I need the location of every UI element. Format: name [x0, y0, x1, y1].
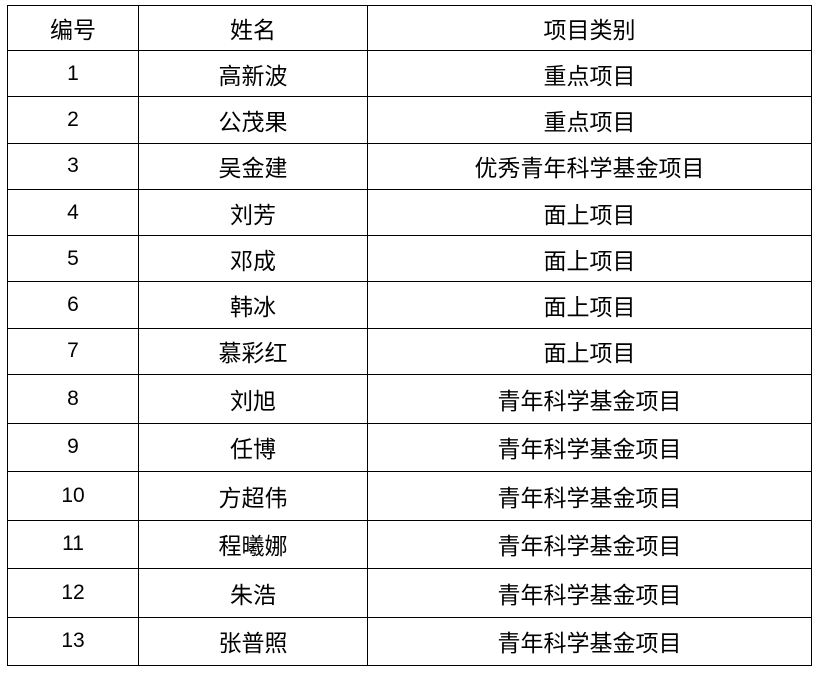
- category-cell: 面上项目: [367, 281, 812, 329]
- table-row: 5 邓成 面上项目: [7, 235, 812, 283]
- category-cell: 重点项目: [367, 49, 812, 98]
- table-row: 2 公茂果 重点项目: [7, 96, 812, 144]
- table-row: 8 刘旭 青年科学基金项目: [7, 374, 812, 424]
- number-cell: 9: [7, 422, 139, 473]
- name-cell: 刘芳: [138, 188, 368, 237]
- name-cell: 方超伟: [138, 471, 368, 521]
- name-cell: 任博: [138, 422, 368, 473]
- name-cell: 刘旭: [138, 374, 368, 424]
- header-number: 编号: [7, 5, 139, 51]
- project-table: 编号 姓名 项目类别 1 高新波 重点项目 2 公茂果 重点项目 3 吴金建 优秀青年科学基金项…: [7, 5, 812, 667]
- header-row: 编号 姓名 项目类别: [7, 5, 812, 51]
- number-cell: 4: [7, 188, 139, 237]
- table-row: 13 张普照 青年科学基金项目: [7, 616, 812, 667]
- table-row: 10 方超伟 青年科学基金项目: [7, 471, 812, 521]
- table-row: 3 吴金建 优秀青年科学基金项目: [7, 142, 812, 190]
- number-cell: 1: [7, 49, 139, 98]
- name-cell: 程曦娜: [138, 519, 368, 570]
- category-cell: 青年科学基金项目: [367, 519, 812, 570]
- name-cell: 吴金建: [138, 142, 368, 190]
- number-cell: 3: [7, 142, 139, 190]
- header-category: 项目类别: [367, 5, 812, 51]
- table-row: 12 朱浩 青年科学基金项目: [7, 568, 812, 618]
- table-row: 1 高新波 重点项目: [7, 49, 812, 98]
- name-cell: 公茂果: [138, 96, 368, 144]
- number-cell: 7: [7, 327, 139, 376]
- category-cell: 青年科学基金项目: [367, 616, 812, 667]
- category-cell: 青年科学基金项目: [367, 471, 812, 521]
- category-cell: 青年科学基金项目: [367, 422, 812, 473]
- number-cell: 10: [7, 471, 139, 521]
- category-cell: 面上项目: [367, 327, 812, 376]
- number-cell: 2: [7, 96, 139, 144]
- category-cell: 面上项目: [367, 235, 812, 283]
- name-cell: 朱浩: [138, 568, 368, 618]
- number-cell: 13: [7, 616, 139, 667]
- category-cell: 青年科学基金项目: [367, 568, 812, 618]
- table-row: 7 慕彩红 面上项目: [7, 327, 812, 376]
- table-row: 4 刘芳 面上项目: [7, 188, 812, 237]
- category-cell: 优秀青年科学基金项目: [367, 142, 812, 190]
- table-row: 9 任博 青年科学基金项目: [7, 422, 812, 473]
- name-cell: 邓成: [138, 235, 368, 283]
- category-cell: 青年科学基金项目: [367, 374, 812, 424]
- name-cell: 张普照: [138, 616, 368, 667]
- number-cell: 6: [7, 281, 139, 329]
- number-cell: 8: [7, 374, 139, 424]
- name-cell: 韩冰: [138, 281, 368, 329]
- category-cell: 重点项目: [367, 96, 812, 144]
- name-cell: 慕彩红: [138, 327, 368, 376]
- name-cell: 高新波: [138, 49, 368, 98]
- table-row: 6 韩冰 面上项目: [7, 281, 812, 329]
- number-cell: 12: [7, 568, 139, 618]
- header-name: 姓名: [138, 5, 368, 51]
- number-cell: 11: [7, 519, 139, 570]
- table-row: 11 程曦娜 青年科学基金项目: [7, 519, 812, 570]
- category-cell: 面上项目: [367, 188, 812, 237]
- number-cell: 5: [7, 235, 139, 283]
